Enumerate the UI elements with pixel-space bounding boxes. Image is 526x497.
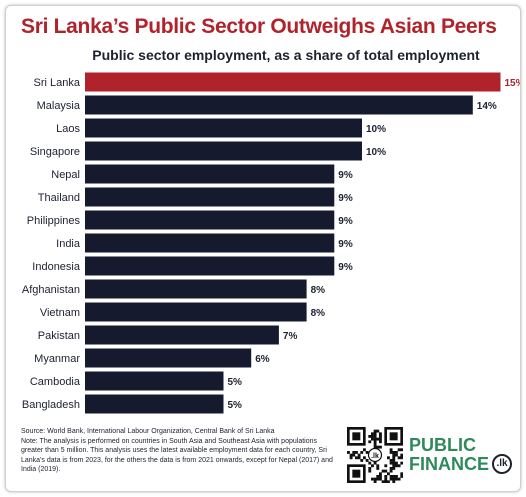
data-label: 10% bbox=[366, 147, 386, 158]
data-label: 5% bbox=[228, 377, 243, 388]
data-label: 10% bbox=[366, 124, 386, 135]
lk-badge-icon: .lk bbox=[492, 454, 512, 474]
category-label: Sri Lanka bbox=[34, 77, 81, 89]
data-label: 8% bbox=[311, 285, 326, 296]
data-label: 15% bbox=[505, 78, 521, 89]
category-label: Afghanistan bbox=[22, 284, 80, 296]
category-label: Vietnam bbox=[40, 307, 80, 319]
bar bbox=[85, 165, 334, 184]
footnote: Source: World Bank, International Labour… bbox=[21, 427, 341, 475]
data-label: 9% bbox=[338, 170, 353, 181]
bar bbox=[85, 372, 224, 391]
bar bbox=[85, 280, 307, 299]
logo-line-2: FINANCE bbox=[409, 455, 489, 473]
bar bbox=[85, 96, 473, 115]
public-finance-logo: PUBLIC FINANCE .lk bbox=[409, 436, 517, 474]
bar bbox=[85, 349, 251, 368]
category-label: Bangladesh bbox=[22, 399, 80, 411]
chart-card: Sri Lanka’s Public Sector Outweighs Asia… bbox=[5, 5, 521, 492]
category-label: Myanmar bbox=[34, 353, 80, 365]
category-label: Nepal bbox=[51, 169, 80, 181]
data-label: 9% bbox=[338, 193, 353, 204]
data-label: 5% bbox=[228, 400, 243, 411]
category-label: India bbox=[56, 238, 81, 250]
data-label: 7% bbox=[283, 331, 298, 342]
category-label: Thailand bbox=[38, 192, 80, 204]
category-label: Indonesia bbox=[32, 261, 81, 273]
qr-code-icon: .lk bbox=[347, 427, 403, 483]
category-label: Laos bbox=[56, 123, 80, 135]
data-label: 14% bbox=[477, 101, 497, 112]
bar-chart: Sri Lanka 15% Malaysia 14% Laos 10% Singapore 1… bbox=[6, 6, 520, 426]
bar bbox=[85, 73, 501, 92]
category-label: Pakistan bbox=[38, 330, 80, 342]
data-label: 9% bbox=[338, 216, 353, 227]
category-label: Philippines bbox=[27, 215, 81, 227]
qr-badge-label: .lk bbox=[371, 453, 379, 460]
category-label: Singapore bbox=[30, 146, 80, 158]
bar bbox=[85, 257, 334, 276]
data-label: 8% bbox=[311, 308, 326, 319]
logo-line-1: PUBLIC bbox=[409, 436, 517, 454]
bar bbox=[85, 119, 362, 138]
source-text: Source: World Bank, International Labour… bbox=[21, 427, 341, 437]
bar bbox=[85, 326, 279, 345]
data-label: 9% bbox=[338, 239, 353, 250]
category-label: Cambodia bbox=[30, 376, 81, 388]
bar bbox=[85, 234, 334, 253]
bar bbox=[85, 142, 362, 161]
bar bbox=[85, 211, 334, 230]
bar bbox=[85, 188, 334, 207]
bar bbox=[85, 395, 224, 414]
data-label: 6% bbox=[255, 354, 270, 365]
note-text: Note: The analysis is performed on count… bbox=[21, 437, 341, 475]
category-label: Malaysia bbox=[37, 100, 81, 112]
bar bbox=[85, 303, 307, 322]
data-label: 9% bbox=[338, 262, 353, 273]
